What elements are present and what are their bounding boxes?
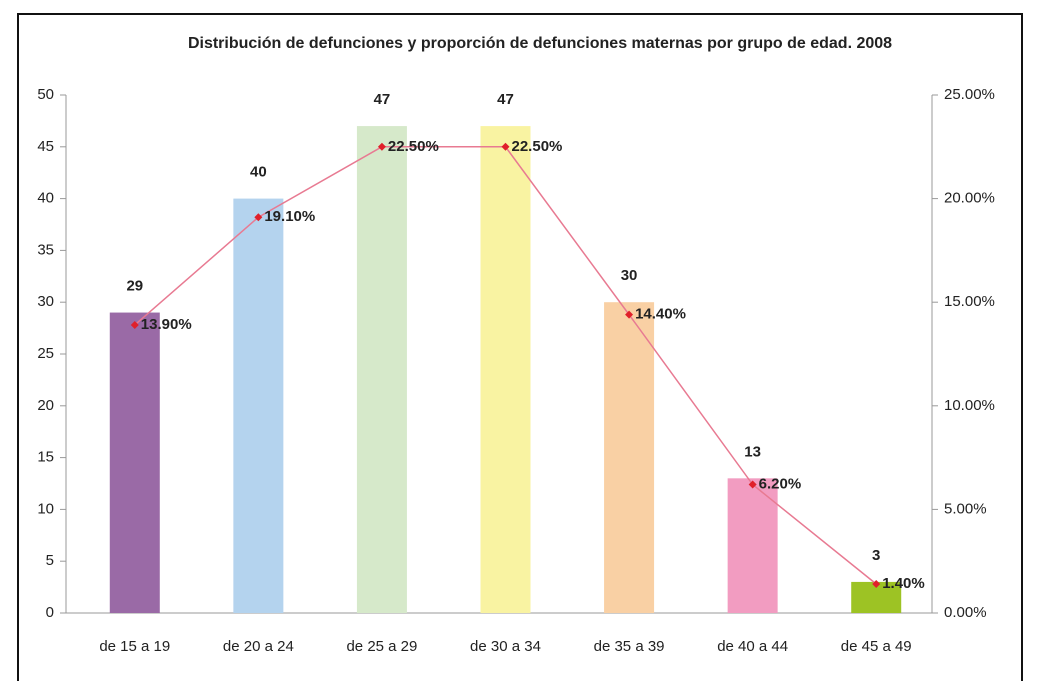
bar <box>356 126 407 613</box>
x-tick-label: de 20 a 24 <box>223 638 294 655</box>
y-tick-label: 15 <box>37 449 54 466</box>
bar-value-label: 40 <box>250 164 267 181</box>
y-tick-label: 40 <box>37 190 54 207</box>
x-tick-label: de 25 a 29 <box>346 638 417 655</box>
bar <box>480 126 531 613</box>
line-marker <box>872 579 881 588</box>
line-value-label: 22.50% <box>512 138 563 155</box>
y-tick-label: 35 <box>37 241 54 258</box>
line-marker <box>748 480 757 489</box>
x-tick-label: de 45 a 49 <box>841 638 912 655</box>
bar-value-label: 47 <box>374 91 391 108</box>
bar-value-label: 29 <box>126 278 143 295</box>
line-value-label: 13.90% <box>141 316 192 333</box>
line-value-label: 19.10% <box>264 208 315 225</box>
bar <box>727 478 778 613</box>
bar-value-label: 30 <box>621 267 638 284</box>
line-marker <box>377 142 386 151</box>
line-marker <box>130 320 139 329</box>
line-value-label: 14.40% <box>635 306 686 323</box>
y2-tick-label: 15.00% <box>944 293 995 310</box>
x-tick-label: de 30 a 34 <box>470 638 541 655</box>
line-value-label: 22.50% <box>388 138 439 155</box>
y-tick-label: 25 <box>37 345 54 362</box>
y2-tick-label: 10.00% <box>944 397 995 414</box>
y-tick-label: 30 <box>37 293 54 310</box>
y2-tick-label: 20.00% <box>944 190 995 207</box>
bar <box>109 312 160 613</box>
y-tick-label: 50 <box>37 86 54 103</box>
chart-title: Distribución de defunciones y proporción… <box>188 35 892 52</box>
line-value-label: 6.20% <box>759 476 802 493</box>
y-tick-label: 20 <box>37 397 54 414</box>
bar-value-label: 3 <box>872 547 880 564</box>
y2-tick-label: 5.00% <box>944 500 987 517</box>
x-tick-label: de 40 a 44 <box>717 638 788 655</box>
line-marker <box>501 142 510 151</box>
y2-tick-label: 25.00% <box>944 86 995 103</box>
y-tick-label: 45 <box>37 138 54 155</box>
x-tick-label: de 35 a 39 <box>594 638 665 655</box>
line-marker <box>254 213 263 222</box>
y-tick-label: 0 <box>46 604 54 621</box>
bar-value-label: 13 <box>744 443 761 460</box>
bar-value-label: 47 <box>497 91 514 108</box>
y2-tick-label: 0.00% <box>944 604 987 621</box>
bar <box>233 198 284 613</box>
y-tick-label: 10 <box>37 500 54 517</box>
line-marker <box>625 310 634 319</box>
line-value-label: 1.40% <box>882 575 925 592</box>
bar <box>604 302 655 613</box>
x-tick-label: de 15 a 19 <box>99 638 170 655</box>
y-tick-label: 5 <box>46 552 54 569</box>
